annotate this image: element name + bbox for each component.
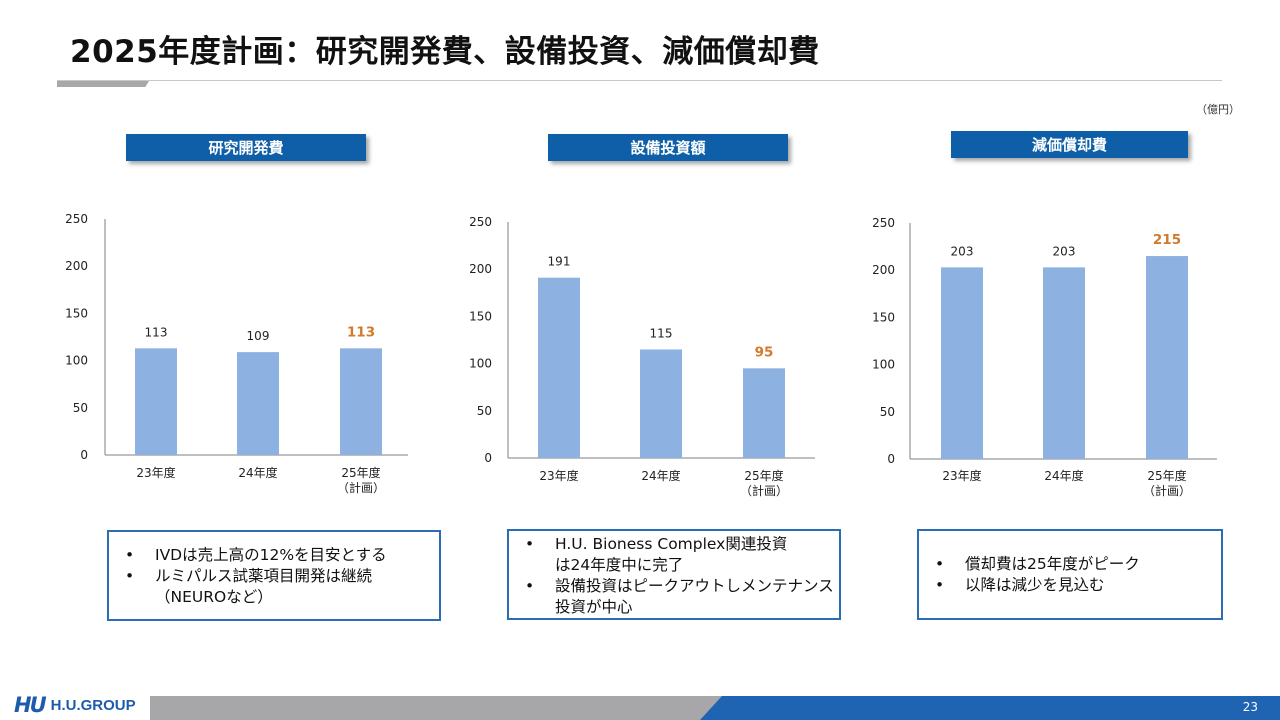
bar (1043, 267, 1085, 459)
data-label: 191 (548, 255, 571, 269)
company-logo: HU H.U.GROUP (14, 693, 136, 717)
x-tick-label: （計画） (1143, 483, 1191, 498)
chart-capex-svg: 0 50 100 150 200 250 191 23年度 115 24年度 95 25年度（計画） (469, 215, 815, 498)
y-tick-label: 50 (73, 401, 88, 415)
data-label: 203 (951, 244, 974, 258)
title-accent-bar (57, 81, 149, 87)
note-item: 設備投資はピークアウトしメンテナンス 投資が中心 (509, 576, 839, 618)
chart-rd-svg: 0 50 100 150 200 250 113 23年度 109 24年度 113 25年度（計画） (65, 212, 408, 495)
bar (1146, 256, 1188, 459)
y-tick-label: 0 (887, 452, 895, 466)
bar (640, 349, 682, 458)
note-item: 以降は減少を見込む (919, 575, 1221, 596)
chart-header-rd: 研究開発費 (126, 134, 366, 161)
y-tick-label: 0 (484, 451, 492, 465)
bar (743, 368, 785, 458)
note-item: IVDは売上高の12%を目安とする (109, 545, 439, 566)
note-item: ルミパルス試薬項目開発は継続 （NEUROなど） (109, 566, 439, 608)
x-tick-label: （計画） (337, 480, 385, 495)
x-tick-label: 25年度 (744, 468, 783, 483)
x-tick-label: 25年度 (1147, 468, 1186, 483)
y-tick-label: 100 (65, 354, 88, 368)
footer-blue-band (700, 696, 1280, 720)
y-tick-label: 150 (872, 310, 895, 324)
y-tick-label: 200 (469, 262, 492, 276)
y-tick-label: 200 (872, 263, 895, 277)
page-title: 2025年度計画：研究開発費、設備投資、減価償却費 (70, 34, 820, 70)
chart-header-capex: 設備投資額 (548, 134, 788, 161)
note-item: H.U. Bioness Complex関連投資 は24年度中に完了 (509, 534, 839, 576)
bar (941, 267, 983, 459)
chart-header-depreciation: 減価償却費 (951, 131, 1188, 158)
note-box-capex: H.U. Bioness Complex関連投資 は24年度中に完了 設備投資は… (507, 529, 841, 620)
bar (538, 277, 580, 458)
data-label: 215 (1153, 232, 1181, 248)
chart-rd: 0 50 100 150 200 250 113 23年度 109 24年度 113 25年度 （計画） (0, 0, 408, 495)
data-label: 115 (650, 326, 673, 340)
note-box-depreciation: 償却費は25年度がピーク 以降は減少を見込む (917, 529, 1223, 620)
chart-capex: 0 50 100 150 200 250 191 23年度 115 24年度 95 25年度 （計画） (0, 0, 815, 498)
logo-text: H.U.GROUP (50, 696, 136, 714)
y-tick-label: 150 (65, 306, 88, 320)
data-label: 113 (347, 324, 375, 340)
x-tick-label: 24年度 (238, 465, 277, 480)
y-tick-label: 150 (469, 309, 492, 323)
chart-depreciation: 0 50 100 150 200 250 203 23年度 203 24年度 215 25年度 （計画） (0, 0, 1217, 498)
page-number: 23 (1242, 700, 1258, 714)
title-divider (57, 80, 1222, 81)
x-tick-label: 24年度 (1044, 468, 1083, 483)
y-tick-label: 200 (65, 259, 88, 273)
bar (237, 352, 279, 455)
y-tick-label: 50 (880, 405, 895, 419)
x-tick-label: 23年度 (942, 468, 981, 483)
chart-depreciation-svg: 0 50 100 150 200 250 203 23年度 203 24年度 215 25年度（計画） (872, 216, 1217, 498)
note-box-rd: IVDは売上高の12%を目安とする ルミパルス試薬項目開発は継続 （NEUROな… (107, 530, 441, 621)
x-tick-label: 25年度 (341, 465, 380, 480)
data-label: 203 (1053, 244, 1076, 258)
x-tick-label: 24年度 (641, 468, 680, 483)
y-tick-label: 250 (872, 216, 895, 230)
y-tick-label: 100 (872, 358, 895, 372)
footer-gray-band (150, 696, 750, 720)
y-tick-label: 250 (65, 212, 88, 226)
x-tick-label: （計画） (740, 483, 788, 498)
y-tick-label: 0 (80, 448, 88, 462)
x-tick-label: 23年度 (136, 465, 175, 480)
data-label: 95 (755, 344, 774, 360)
y-tick-label: 250 (469, 215, 492, 229)
bar (135, 348, 177, 455)
y-tick-label: 100 (469, 357, 492, 371)
y-tick-label: 50 (477, 404, 492, 418)
logo-mark-icon: HU (14, 693, 47, 717)
data-label: 109 (247, 329, 270, 343)
bar (340, 348, 382, 455)
note-item: 償却費は25年度がピーク (919, 554, 1221, 575)
x-tick-label: 23年度 (539, 468, 578, 483)
unit-label: （億円） (1196, 103, 1240, 116)
data-label: 113 (145, 325, 168, 339)
